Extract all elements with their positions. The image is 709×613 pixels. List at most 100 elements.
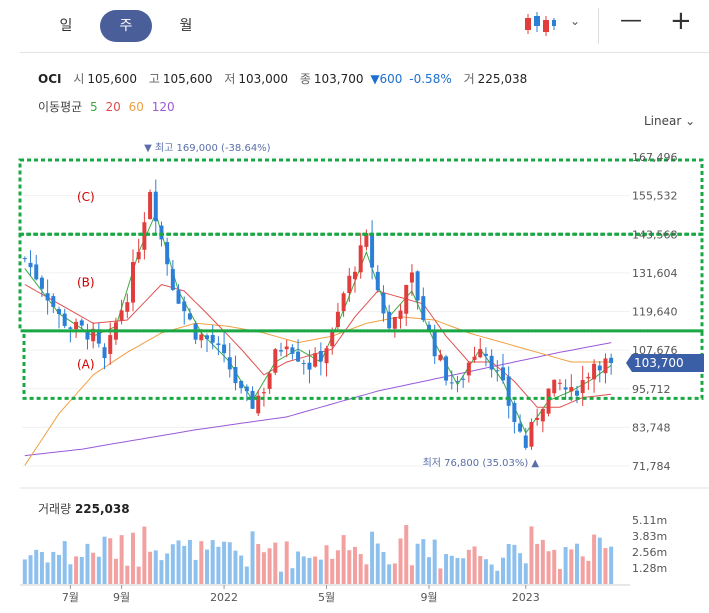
ma-5-label[interactable]: 5 (90, 100, 98, 114)
candle[interactable] (381, 285, 386, 322)
candle[interactable] (575, 385, 579, 403)
candle[interactable] (455, 375, 460, 393)
candle[interactable] (182, 296, 187, 325)
candle[interactable] (518, 414, 523, 433)
candle[interactable] (165, 237, 170, 276)
candle[interactable] (472, 346, 477, 363)
candle[interactable] (307, 349, 312, 384)
candle[interactable] (34, 254, 39, 281)
candle[interactable] (39, 275, 44, 297)
candle[interactable] (250, 386, 255, 410)
candle[interactable] (256, 390, 261, 416)
candle[interactable] (404, 284, 409, 326)
candle[interactable] (466, 361, 471, 383)
candle[interactable] (193, 320, 198, 345)
candle[interactable] (341, 291, 346, 317)
candle[interactable] (592, 359, 597, 393)
candle[interactable] (392, 316, 397, 338)
candle[interactable] (483, 347, 488, 367)
candle[interactable] (523, 427, 528, 450)
scale-selector[interactable]: Linear ⌄ (644, 114, 695, 128)
candle[interactable] (512, 400, 517, 434)
candle[interactable] (409, 264, 414, 296)
candle[interactable] (603, 353, 608, 384)
candle[interactable] (233, 355, 238, 391)
candle[interactable] (267, 370, 272, 394)
zoom-out-button[interactable]: — (620, 8, 642, 33)
candle[interactable] (597, 361, 602, 383)
zoom-in-button[interactable]: + (670, 6, 692, 36)
candle[interactable] (210, 325, 215, 350)
candle[interactable] (438, 349, 443, 362)
candle[interactable] (290, 344, 295, 360)
tab-day[interactable]: 일 (59, 18, 73, 34)
candle[interactable] (22, 256, 27, 263)
candle[interactable] (131, 249, 135, 312)
candle[interactable] (580, 365, 585, 407)
candle[interactable] (501, 353, 505, 384)
candle[interactable] (324, 345, 329, 377)
candle[interactable] (148, 189, 153, 220)
candle[interactable] (586, 372, 591, 390)
candle[interactable] (136, 238, 141, 264)
candle[interactable] (318, 342, 323, 376)
candle[interactable] (375, 265, 380, 293)
candle[interactable] (478, 338, 483, 359)
candle[interactable] (51, 293, 56, 314)
candle[interactable] (153, 179, 158, 234)
candle[interactable] (313, 347, 318, 368)
candle[interactable] (546, 388, 551, 417)
candle[interactable] (552, 379, 557, 397)
candle[interactable] (557, 379, 562, 391)
candle[interactable] (222, 330, 227, 363)
candle[interactable] (45, 279, 50, 315)
candle[interactable] (170, 260, 175, 292)
ma-120-label[interactable]: 120 (151, 100, 175, 114)
candle[interactable] (398, 304, 403, 329)
candle[interactable] (387, 304, 392, 330)
candle[interactable] (489, 349, 494, 378)
candle[interactable] (284, 339, 289, 358)
candle[interactable] (119, 299, 124, 325)
candle[interactable] (62, 308, 67, 329)
ma-60-label[interactable]: 60 (128, 100, 144, 114)
candle[interactable] (449, 370, 454, 390)
candle[interactable] (125, 293, 130, 319)
candle[interactable] (74, 318, 79, 338)
candle[interactable] (609, 353, 614, 375)
candle[interactable] (364, 229, 369, 251)
candle[interactable] (273, 347, 278, 376)
candle[interactable] (296, 339, 301, 362)
candle[interactable] (461, 375, 466, 388)
candle[interactable] (529, 418, 534, 450)
candle[interactable] (495, 360, 500, 382)
candle[interactable] (102, 343, 107, 370)
candle[interactable] (421, 287, 426, 323)
candle[interactable] (142, 212, 147, 260)
tab-month[interactable]: 월 (179, 18, 193, 34)
candle[interactable] (28, 250, 33, 276)
candle[interactable] (563, 379, 568, 400)
candle[interactable] (205, 333, 209, 352)
candle[interactable] (57, 306, 61, 329)
candle[interactable] (540, 408, 545, 433)
candle[interactable] (216, 336, 221, 356)
candle[interactable] (415, 270, 420, 310)
candle[interactable] (79, 318, 84, 329)
candle[interactable] (353, 266, 357, 293)
candle[interactable] (96, 322, 101, 348)
candle[interactable] (347, 268, 352, 302)
candle[interactable] (187, 308, 192, 321)
candle[interactable] (569, 374, 574, 402)
candle[interactable] (358, 232, 363, 279)
candle[interactable] (239, 380, 244, 394)
candle[interactable] (335, 302, 340, 332)
candle[interactable] (444, 354, 449, 386)
candle[interactable] (176, 284, 181, 304)
candle[interactable] (91, 322, 96, 349)
candle[interactable] (506, 366, 511, 419)
candle[interactable] (279, 342, 283, 357)
candle[interactable] (85, 323, 90, 350)
tab-week[interactable]: 주 (100, 10, 152, 42)
